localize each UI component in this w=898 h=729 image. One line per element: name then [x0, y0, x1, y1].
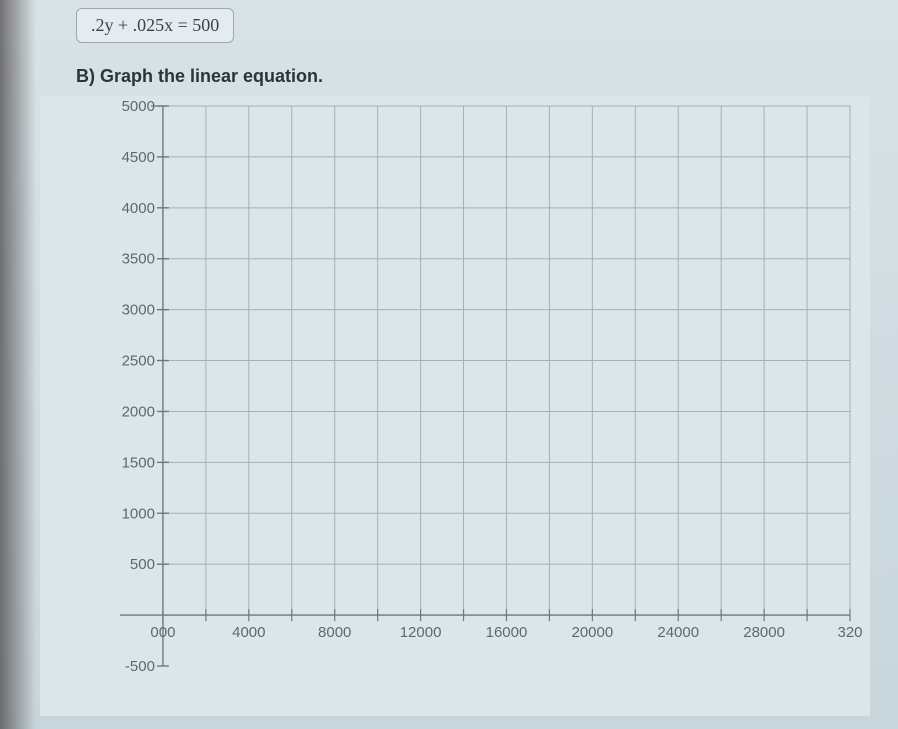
y-tick-label: 1000	[122, 505, 155, 522]
x-tick-label: 320	[837, 624, 862, 641]
x-tick-label: 20000	[571, 624, 613, 641]
y-tick-label: 3000	[122, 302, 155, 319]
chart-area: -500 500 1000 1500 2000 2500 3000 3500 4000 4500 5…	[40, 96, 870, 716]
x-tick-label: 000	[150, 624, 175, 641]
x-tick-label: 12000	[400, 624, 442, 641]
x-tick-label: 16000	[486, 624, 528, 641]
y-tick-label: -500	[125, 658, 155, 675]
y-tick-label: 4000	[122, 200, 155, 217]
y-tick-label: 2500	[122, 353, 155, 370]
y-tick-label: 5000	[122, 98, 155, 115]
y-tick-label: 1500	[122, 454, 155, 471]
section-title: B) Graph the linear equation.	[76, 66, 323, 87]
y-tick-label: 3500	[122, 251, 155, 268]
y-tick-label: 4500	[122, 149, 155, 166]
x-tick-label: 28000	[743, 624, 785, 641]
equation-box: .2y + .025x = 500	[76, 8, 234, 43]
x-tick-label: 4000	[232, 624, 265, 641]
y-tick-label: 2000	[122, 403, 155, 420]
y-tick-label: 500	[130, 556, 155, 573]
chart-svg: -500 500 1000 1500 2000 2500 3000 3500 4000 4500 5…	[40, 96, 870, 716]
x-tick-label: 8000	[318, 624, 351, 641]
x-tick-label: 24000	[657, 624, 699, 641]
